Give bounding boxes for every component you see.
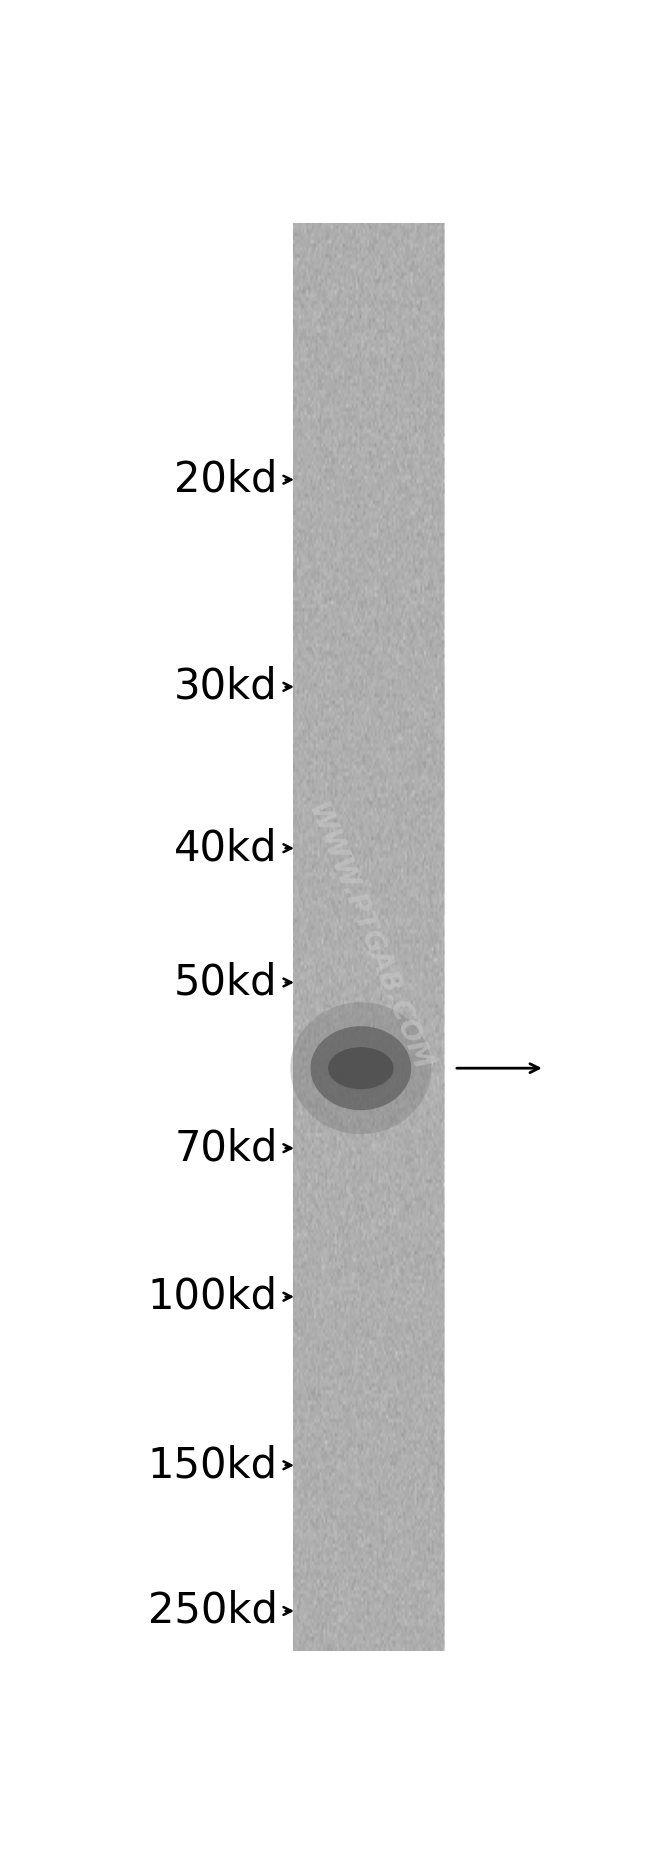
- Text: 30kd: 30kd: [174, 666, 278, 709]
- Text: 70kd: 70kd: [174, 1128, 278, 1169]
- Text: 40kd: 40kd: [174, 827, 278, 870]
- Text: 250kd: 250kd: [148, 1590, 278, 1632]
- Bar: [292, 223, 444, 1651]
- Text: 150kd: 150kd: [148, 1445, 278, 1486]
- Text: 50kd: 50kd: [174, 961, 278, 1004]
- Text: 20kd: 20kd: [174, 458, 278, 501]
- Text: 100kd: 100kd: [148, 1276, 278, 1317]
- Ellipse shape: [311, 1026, 411, 1109]
- Ellipse shape: [328, 1048, 393, 1089]
- Text: WWW.PTGAB.COM: WWW.PTGAB.COM: [302, 800, 435, 1074]
- Ellipse shape: [291, 1002, 432, 1133]
